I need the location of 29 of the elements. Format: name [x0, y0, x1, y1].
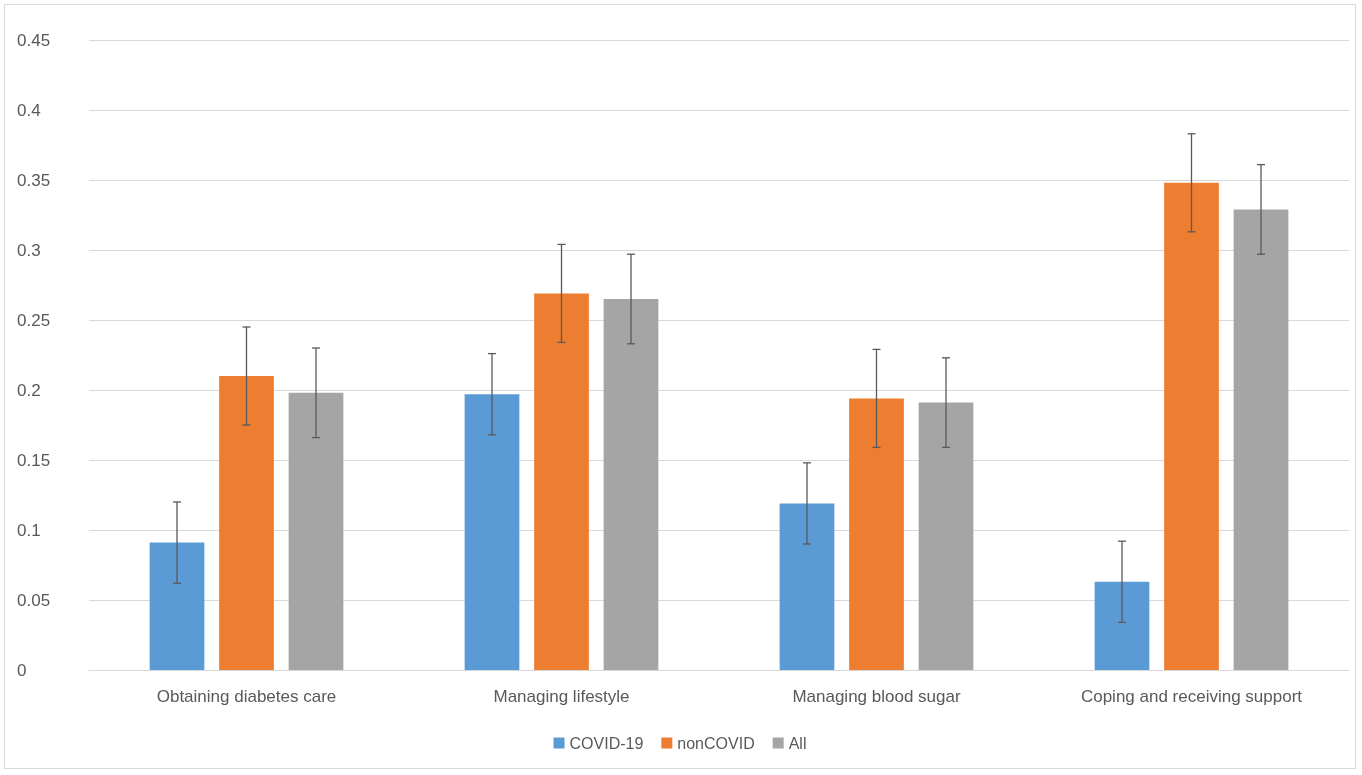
bar [849, 398, 904, 670]
legend-label: COVID-19 [569, 734, 644, 752]
bar [219, 376, 274, 670]
x-tick-label: Managing lifestyle [493, 687, 630, 706]
bar [918, 402, 974, 670]
bar [603, 299, 659, 670]
y-tick-label: 0.3 [17, 240, 41, 260]
y-tick-label: 0 [17, 660, 27, 680]
y-tick-label: 0.25 [17, 310, 51, 330]
x-tick-label: Coping and receiving support [1080, 687, 1303, 706]
y-tick-label: 0.1 [17, 520, 41, 540]
x-tick-label: Obtaining diabetes care [156, 687, 337, 706]
bar [779, 503, 835, 670]
y-tick-label: 0.45 [17, 30, 51, 50]
y-tick-label: 0.15 [17, 450, 51, 470]
y-tick-label: 0.35 [17, 170, 51, 190]
bar [534, 293, 589, 670]
bar [288, 392, 344, 670]
x-tick-label: Managing blood sugar [792, 687, 961, 706]
y-tick-label: 0.05 [17, 590, 51, 610]
bar [464, 394, 520, 670]
bar [1094, 581, 1150, 670]
bar [149, 542, 205, 670]
y-tick-label: 0.2 [17, 380, 41, 400]
y-tick-label: 0.4 [17, 100, 41, 120]
legend-label: nonCOVID [677, 734, 755, 752]
legend-label: All [788, 734, 807, 752]
bar [1233, 209, 1289, 670]
bar [1164, 182, 1219, 670]
